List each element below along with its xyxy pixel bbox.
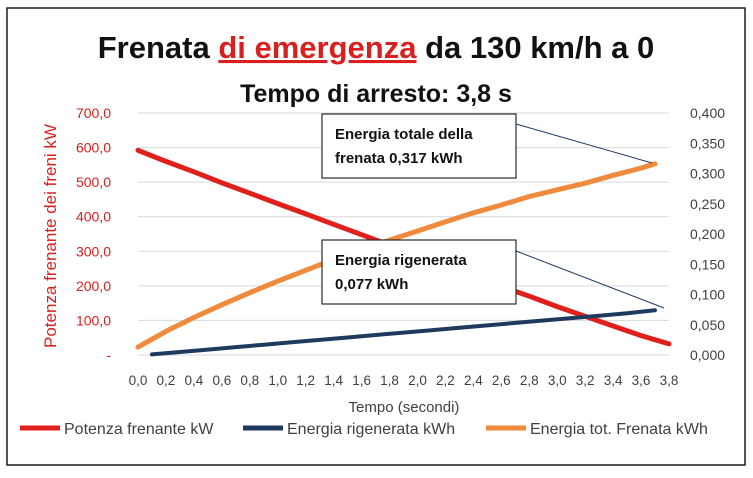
x-tick-label: 1,4 bbox=[324, 373, 343, 388]
annotation-box-total bbox=[321, 113, 517, 179]
x-tick-label: 2,0 bbox=[408, 373, 427, 388]
annotations: Energia totale della frenata 0,317 kWh E… bbox=[321, 113, 665, 309]
annotation-total-line1: Energia totale della bbox=[335, 126, 473, 143]
y-left-tick-label: 500,0 bbox=[76, 174, 111, 190]
x-tick-label: 0,4 bbox=[185, 373, 204, 388]
x-tick-label: 1,6 bbox=[352, 373, 371, 388]
x-tick-label: 2,8 bbox=[520, 373, 539, 388]
legend-label-potenza: Potenza frenante kW bbox=[64, 421, 214, 438]
y-left-tick-label: 600,0 bbox=[76, 140, 111, 156]
x-tick-label: 0,2 bbox=[157, 373, 176, 388]
y-left-tick-label: 700,0 bbox=[76, 105, 111, 121]
legend-label-totale: Energia tot. Frenata kWh bbox=[530, 421, 708, 438]
x-tick-label: 3,6 bbox=[632, 373, 651, 388]
y-right-tick-label: 0,050 bbox=[690, 317, 725, 333]
x-ticks: 0,0 0,2 0,4 0,6 0,8 1,0 1,2 1,4 1,6 1,8 2,0 2,2 2,4 2… bbox=[129, 373, 679, 388]
x-tick-label: 0,8 bbox=[240, 373, 259, 388]
y-left-tick-label: 100,0 bbox=[76, 312, 111, 328]
annotation-regen-line2: 0,077 kWh bbox=[335, 276, 408, 293]
annotation-box-regen bbox=[321, 239, 517, 305]
x-axis-label: Tempo (secondi) bbox=[349, 399, 460, 416]
y-left-tick-label: 200,0 bbox=[76, 278, 111, 294]
y-right-tick-label: 0,200 bbox=[690, 226, 725, 242]
y-left-tick-label: 400,0 bbox=[76, 209, 111, 225]
x-tick-label: 1,2 bbox=[296, 373, 315, 388]
chart-frame bbox=[6, 7, 746, 466]
legend-label-rigenerata: Energia rigenerata kWh bbox=[287, 421, 455, 438]
annotation-leader-total bbox=[515, 123, 653, 164]
chart-subtitle: Tempo di arresto: 3,8 s bbox=[240, 80, 512, 108]
title-part-before: Frenata bbox=[98, 30, 219, 65]
annotation-leader-regen bbox=[515, 250, 665, 309]
y-right-tick-label: 0,000 bbox=[690, 347, 725, 363]
x-tick-label: 0,0 bbox=[129, 373, 148, 388]
x-tick-label: 0,6 bbox=[212, 373, 231, 388]
chart-title: Frenata di emergenza da 130 km/h a 0 bbox=[98, 30, 655, 65]
y-left-tick-label: - bbox=[106, 347, 111, 363]
annotation-regen-line1: Energia rigenerata bbox=[335, 252, 467, 269]
y-right-tick-label: 0,300 bbox=[690, 166, 725, 182]
x-tick-label: 3,8 bbox=[660, 373, 679, 388]
y-left-tick-label: 300,0 bbox=[76, 243, 111, 259]
y-left-axis-label: Potenza frenante dei freni kW bbox=[41, 124, 60, 348]
y-right-tick-label: 0,350 bbox=[690, 135, 725, 151]
series-energia-totale-line bbox=[135, 161, 658, 350]
y-right-tick-label: 0,100 bbox=[690, 287, 725, 303]
x-tick-label: 3,2 bbox=[576, 373, 595, 388]
title-part-after: da 130 km/h a 0 bbox=[416, 30, 654, 65]
annotation-total-line2: frenata 0,317 kWh bbox=[335, 150, 463, 167]
y-right-tick-label: 0,400 bbox=[690, 105, 725, 121]
y-right-tick-label: 0,150 bbox=[690, 256, 725, 272]
title-highlight: di emergenza bbox=[218, 30, 417, 65]
y-right-tick-label: 0,250 bbox=[690, 196, 725, 212]
x-tick-label: 2,2 bbox=[436, 373, 455, 388]
x-tick-label: 3,0 bbox=[548, 373, 567, 388]
x-tick-label: 1,8 bbox=[380, 373, 399, 388]
x-tick-label: 1,0 bbox=[268, 373, 287, 388]
y-right-ticks: 0,000 0,050 0,100 0,150 0,200 0,250 0,300 0,350… bbox=[690, 105, 725, 363]
x-tick-label: 2,6 bbox=[492, 373, 511, 388]
y-left-ticks: - 100,0 200,0 300,0 400,0 500,0 600,0 700,0 bbox=[76, 105, 111, 363]
legend: Potenza frenante kW Energia rigenerata k… bbox=[20, 421, 708, 438]
x-tick-label: 2,4 bbox=[464, 373, 483, 388]
x-tick-label: 3,4 bbox=[604, 373, 623, 388]
